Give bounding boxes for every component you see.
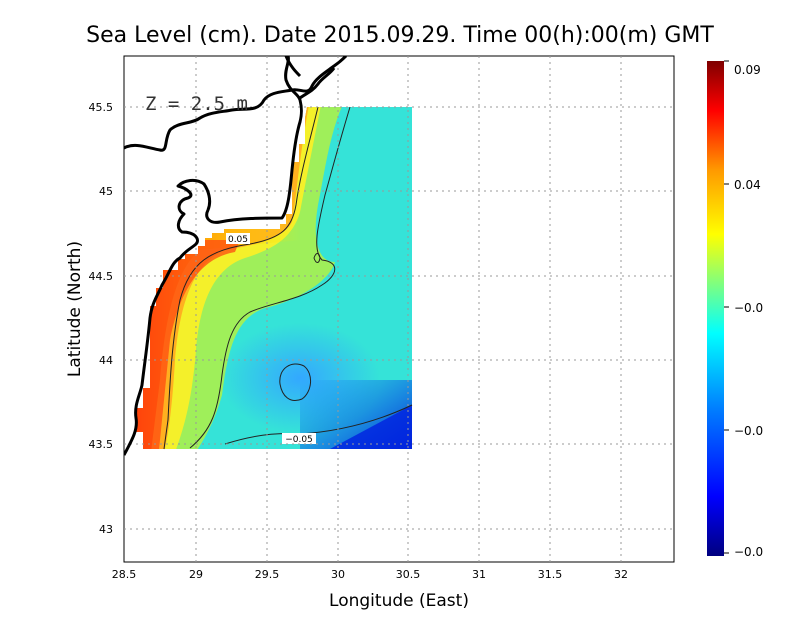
y-tick-label: 44.5 [89, 270, 114, 283]
x-axis: 28.5 29 29.5 30 30.5 31 31.5 32 Longitud… [112, 568, 628, 611]
y-tick-label: 45 [99, 185, 113, 198]
x-tick-label: 31.5 [538, 568, 563, 581]
contour-lines [163, 106, 413, 450]
x-tick-label: 31 [472, 568, 486, 581]
y-tick-label: 43.5 [89, 438, 114, 451]
contour-label-0.05: 0.05 [228, 235, 248, 245]
x-axis-label: Longitude (East) [329, 591, 469, 611]
y-tick-label: 45.5 [89, 101, 114, 114]
gridlines [124, 56, 674, 562]
depth-label: Z = 2.5 m [145, 93, 248, 115]
colorbar-tick-label: 0.04 [734, 178, 761, 192]
y-axis: 43 43.5 44 44.5 45 45.5 Latitude (North) [65, 101, 113, 536]
colorbar-gradient [707, 61, 724, 556]
colorbar-tick-label: −0.0 [734, 545, 763, 559]
coastline [124, 56, 348, 456]
y-tick-label: 43 [99, 523, 113, 536]
colorbar: 0.09 0.04 −0.0 −0.0 −0.0 [707, 60, 763, 559]
x-tick-label: 30 [331, 568, 345, 581]
x-tick-label: 29 [189, 568, 203, 581]
x-tick-label: 29.5 [255, 568, 280, 581]
map-title: Sea Level (cm). Date 2015.09.29. Time 00… [86, 23, 714, 48]
colorbar-tick-label: −0.0 [734, 424, 763, 438]
x-tick-label: 32 [614, 568, 628, 581]
contour-label-negative: −0.05 [282, 433, 316, 445]
x-tick-label: 30.5 [396, 568, 421, 581]
y-tick-label: 44 [99, 354, 113, 367]
contour-label-minus-0.05: −0.05 [285, 435, 313, 445]
contour-label-positive: 0.05 [226, 233, 250, 245]
colorbar-tick-label: −0.0 [734, 301, 763, 315]
colorbar-tick-label: 0.09 [734, 63, 761, 77]
x-tick-label: 28.5 [112, 568, 137, 581]
y-axis-label: Latitude (North) [65, 241, 85, 377]
